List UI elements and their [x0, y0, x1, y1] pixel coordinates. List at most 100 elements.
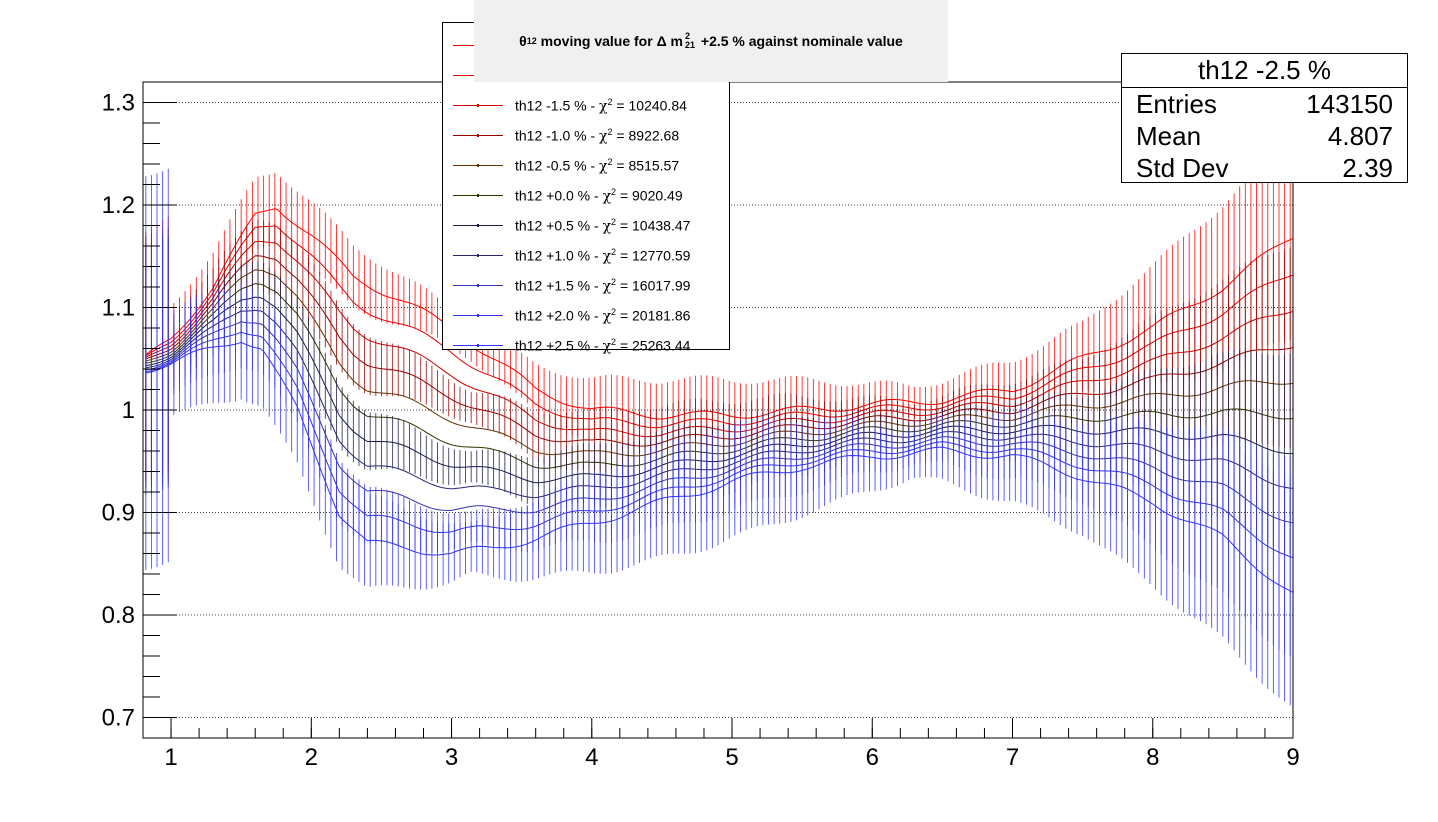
x-tick-label: 6 [866, 744, 879, 771]
series-line [145, 296, 1294, 484]
legend-line-marker [453, 254, 503, 257]
title-theta: θ [519, 33, 527, 49]
series-th12-0-5- [145, 269, 1294, 457]
legend-line-marker [453, 104, 503, 107]
title-delta: Δ m [656, 33, 683, 49]
legend-chi-sup: 2 [607, 127, 613, 137]
legend-entry: th12 +2.0 % - χ2 = 20181.86 [443, 301, 729, 331]
stats-std-row: Std Dev 2.39 [1122, 152, 1407, 184]
series-line [145, 255, 1294, 447]
legend-chi-symbol: χ [602, 308, 612, 325]
legend-line-marker [453, 344, 503, 347]
title-m-sub: 21 [684, 40, 695, 50]
series-th12-1-0- [145, 309, 1294, 499]
x-tick-label: 8 [1146, 744, 1159, 771]
legend-chi-symbol: χ [602, 338, 612, 355]
legend-line-marker [453, 284, 503, 287]
legend-chi-symbol: χ [599, 98, 608, 115]
x-tick-label: 7 [1006, 744, 1019, 771]
series-line [145, 331, 1294, 559]
legend-entry: th12 -1.5 % - χ2 = 10240.84 [443, 91, 729, 121]
legend-label: th12 +0.5 % - χ2 = 10438.47 [515, 217, 690, 235]
title-tail: +2.5 % against nominale value [697, 33, 903, 49]
stats-std-value: 2.39 [1342, 153, 1393, 183]
legend-chi-value: = 8515.57 [612, 157, 680, 174]
y-tick-label: 0.8 [102, 602, 135, 629]
legend-chi-sup: 2 [611, 247, 617, 257]
series-line [145, 208, 1294, 420]
legend-chi-symbol: χ [599, 158, 608, 175]
series-th12-2-0- [145, 225, 1294, 429]
x-tick-label: 2 [305, 744, 318, 771]
legend-series-name: th12 +1.0 % - [515, 247, 603, 264]
legend-label: th12 +2.0 % - χ2 = 20181.86 [515, 307, 690, 325]
y-tick-label: 1.2 [102, 192, 135, 219]
legend-entry: th12 -1.0 % - χ2 = 8922.68 [443, 121, 729, 151]
legend-line-marker [453, 314, 503, 317]
stats-entries-value: 143150 [1306, 89, 1393, 119]
y-tick-label: 0.7 [102, 705, 135, 732]
legend-entry: th12 +1.5 % - χ2 = 16017.99 [443, 271, 729, 301]
legend-line-marker [453, 134, 503, 137]
legend-series-name: th12 -1.5 % - [515, 97, 600, 114]
legend-label: th12 +0.0 % - χ2 = 9020.49 [515, 187, 683, 205]
series-layer [145, 139, 1294, 706]
x-tick-label: 9 [1286, 744, 1299, 771]
legend-label: th12 +2.5 % - χ2 = 25263.44 [515, 337, 690, 355]
legend-label: th12 -0.5 % - χ2 = 8515.57 [515, 157, 679, 175]
stats-std-label: Std Dev [1136, 153, 1229, 183]
stats-mean-value: 4.807 [1327, 121, 1393, 151]
y-tick-label: 1 [122, 397, 135, 424]
y-tick-label: 1.3 [102, 90, 135, 117]
legend-series-name: th12 +1.5 % - [515, 277, 603, 294]
legend: th12 -1.5 % - χ2 = 10240.84 th12 -1.0 % -… [442, 22, 730, 355]
legend-entry: th12 +2.5 % - χ2 = 25263.44 [443, 331, 729, 361]
series-line [145, 269, 1294, 457]
legend-series-name: th12 +2.5 % - [515, 337, 603, 354]
y-tick-label: 0.9 [102, 500, 135, 527]
axes: 0.7 0.8 0.9 1 1.1 1.2 1.3 1 2 3 4 5 6 7 8 9 [102, 90, 1300, 772]
legend-line-marker [453, 194, 503, 197]
legend-chi-value: = 10438.47 [616, 217, 691, 234]
x-tick-label: 4 [585, 744, 598, 771]
legend-chi-sup: 2 [607, 97, 613, 107]
legend-line-marker [453, 224, 503, 227]
legend-series-name: th12 -1.0 % - [515, 127, 600, 144]
legend-chi-sup: 2 [611, 187, 617, 197]
legend-series-name: th12 -0.5 % - [515, 157, 600, 174]
legend-chi-value: = 9020.49 [616, 187, 683, 204]
legend-chi-sup: 2 [611, 277, 617, 287]
legend-chi-symbol: χ [602, 218, 612, 235]
legend-label: th12 -1.0 % - χ2 = 8922.68 [515, 127, 679, 145]
legend-series-name: th12 +0.5 % - [515, 217, 603, 234]
legend-series-name: th12 +2.0 % - [515, 307, 603, 324]
legend-chi-sup: 2 [611, 337, 617, 347]
series-th12-2-5- [145, 168, 1294, 706]
legend-chi-sup: 2 [607, 157, 613, 167]
stats-mean-label: Mean [1136, 121, 1202, 151]
legend-line-marker [453, 164, 503, 167]
x-tick-label: 1 [164, 744, 177, 771]
x-tick-label: 5 [725, 744, 738, 771]
legend-chi-value: = 10240.84 [612, 97, 687, 114]
series-line [145, 341, 1294, 593]
stats-mean-row: Mean 4.807 [1122, 120, 1407, 152]
legend-chi-value: = 16017.99 [616, 277, 691, 294]
legend-series-name: th12 +0.0 % - [515, 187, 603, 204]
legend-chi-symbol: χ [602, 278, 612, 295]
legend-label: th12 +1.0 % - χ2 = 12770.59 [515, 247, 690, 265]
stats-entries-row: Entries 143150 [1122, 88, 1407, 120]
stats-entries-label: Entries [1136, 89, 1217, 119]
legend-label: th12 -1.5 % - χ2 = 10240.84 [515, 97, 687, 115]
stats-title: th12 -2.5 % [1122, 54, 1407, 88]
legend-entry: th12 +0.5 % - χ2 = 10438.47 [443, 211, 729, 241]
title-theta-sub: 12 [526, 36, 537, 46]
legend-chi-value: = 8922.68 [612, 127, 680, 144]
legend-chi-symbol: χ [602, 188, 612, 205]
stats-box: th12 -2.5 % Entries 143150 Mean 4.807 St… [1121, 53, 1408, 183]
legend-chi-value: = 25263.44 [616, 337, 691, 354]
legend-chi-symbol: χ [602, 248, 612, 265]
legend-label: th12 +1.5 % - χ2 = 16017.99 [515, 277, 690, 295]
legend-entry: th12 +1.0 % - χ2 = 12770.59 [443, 241, 729, 271]
